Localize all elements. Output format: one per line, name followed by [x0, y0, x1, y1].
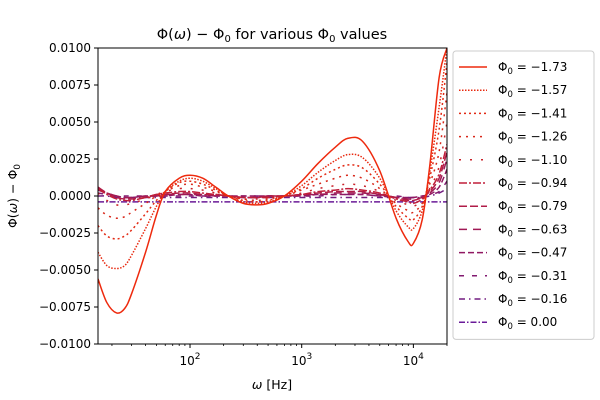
- y-tick-label: −0.0050: [39, 263, 91, 277]
- legend: Φ0 = −1.73 Φ0 = −1.57 Φ0 = −1.41 Φ0 = −1.26…: [452, 50, 595, 340]
- legend-label: Φ0 = −1.41: [498, 106, 567, 123]
- legend-label: Φ0 = −0.94: [498, 176, 567, 193]
- legend-label: Φ0 = −0.31: [498, 269, 567, 286]
- legend-box: [452, 50, 595, 340]
- legend-label: Φ0 = 0.00: [498, 315, 557, 332]
- legend-label: Φ0 = −1.73: [498, 60, 567, 77]
- x-axis: 102 103 104: [111, 344, 448, 368]
- x-tick-label: 102: [180, 352, 201, 368]
- legend-label: Φ0 = −0.47: [498, 246, 567, 263]
- legend-label: Φ0 = −1.10: [498, 153, 567, 170]
- y-tick-label: −0.0100: [39, 337, 91, 351]
- series-line: [98, 48, 447, 270]
- y-tick-label: 0.0025: [49, 152, 91, 166]
- series-line: [98, 187, 447, 199]
- series-line: [98, 144, 447, 205]
- series-lines: [98, 48, 447, 314]
- x-tick-label: 103: [291, 352, 312, 368]
- x-tick-label: 104: [403, 352, 424, 368]
- y-tick-label: 0.0050: [49, 115, 91, 129]
- x-axis-label: ω [Hz]: [252, 377, 292, 392]
- y-tick-label: −0.0025: [39, 226, 91, 240]
- y-tick-label: 0.0100: [49, 41, 91, 55]
- legend-label: Φ0 = −0.16: [498, 292, 567, 309]
- legend-label: Φ0 = −1.57: [498, 83, 567, 100]
- series-line: [98, 48, 447, 314]
- legend-label: Φ0 = −0.79: [498, 199, 567, 216]
- chart-title: Φ(ω) − Φ0 for various Φ0 values: [157, 27, 387, 45]
- y-tick-label: 0.0000: [49, 189, 91, 203]
- y-axis: −0.0100 −0.0075 −0.0050 −0.0025 0.0000 0.0025…: [39, 41, 98, 351]
- legend-label: Φ0 = −0.63: [498, 222, 567, 239]
- series-line: [98, 158, 447, 200]
- legend-label: Φ0 = −1.26: [498, 130, 567, 147]
- y-axis-label: Φ(ω) − Φ0: [5, 164, 23, 228]
- y-tick-label: −0.0075: [39, 300, 91, 314]
- series-line: [98, 62, 447, 240]
- y-tick-label: 0.0075: [49, 78, 91, 92]
